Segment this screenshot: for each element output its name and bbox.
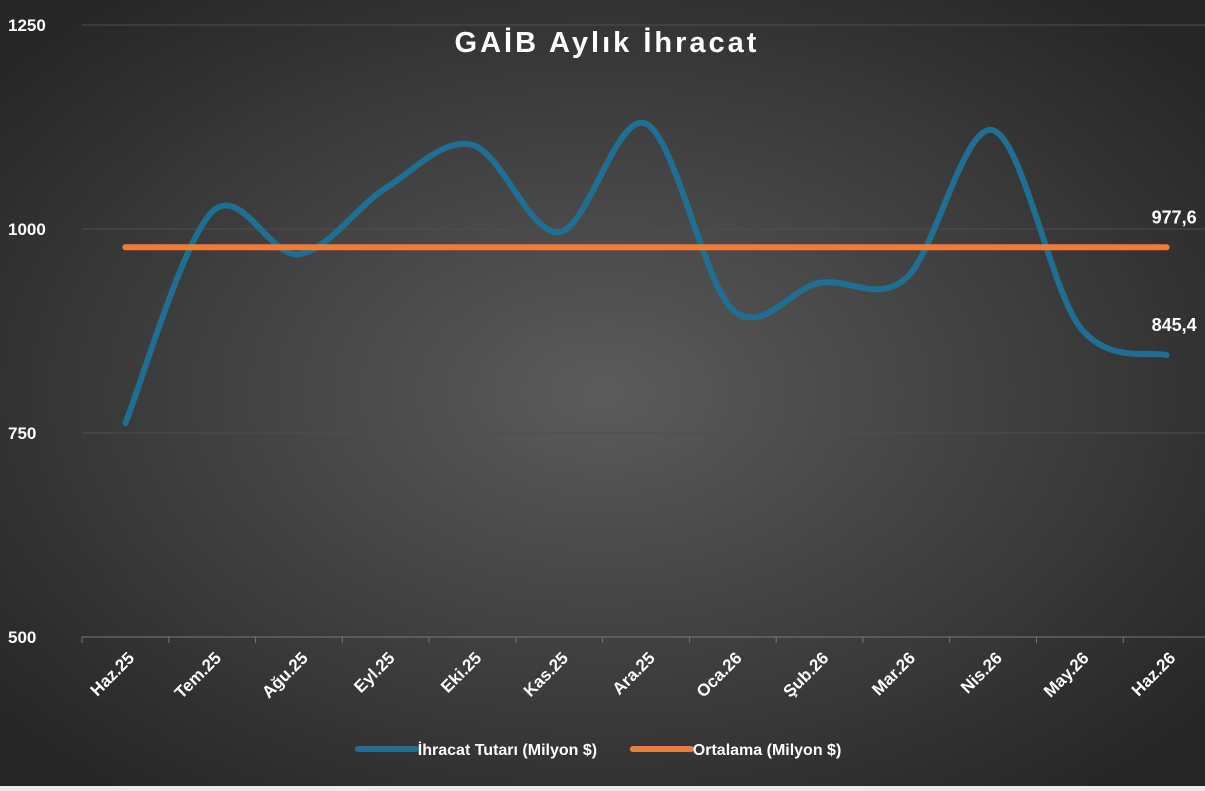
legend-label: İhracat Tutarı (Milyon $) (418, 741, 597, 759)
chart-title: GAİB Aylık İhracat (455, 27, 760, 59)
data-label: 845,4 (1152, 315, 1197, 335)
y-tick-label: 500 (8, 628, 36, 647)
y-tick-label: 1250 (8, 16, 46, 35)
data-label: 977,6 (1152, 207, 1197, 227)
y-tick-label: 750 (8, 424, 36, 443)
y-tick-label: 1000 (8, 220, 46, 239)
legend-label: Ortalama (Milyon $) (693, 742, 841, 759)
series-line (122, 119, 1170, 427)
